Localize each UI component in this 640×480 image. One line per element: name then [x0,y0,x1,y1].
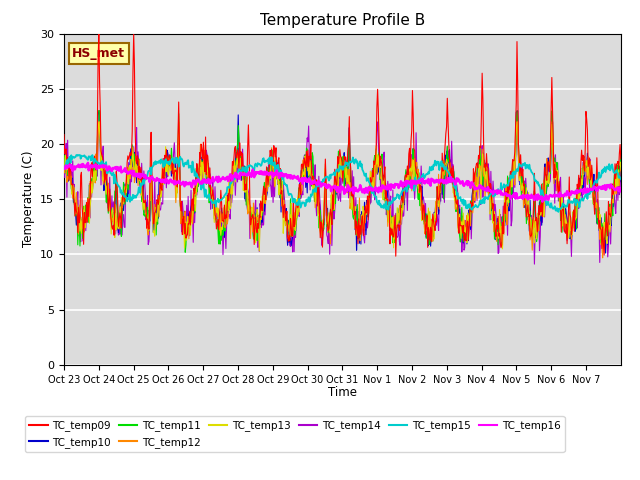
TC_temp15 [554,209,562,215]
TC_temp11 [229,170,237,176]
Line: TC_temp15: TC_temp15 [64,155,621,212]
TC_temp15 [432,160,440,166]
TC_temp10 [277,209,285,215]
Legend: TC_temp09, TC_temp10, TC_temp11, TC_temp12, TC_temp13, TC_temp14, TC_temp15, TC_: TC_temp09, TC_temp10, TC_temp11, TC_temp… [25,416,564,452]
TC_temp12 [432,199,440,204]
TC_temp10 [617,156,625,161]
TC_temp14 [401,197,408,203]
TC_temp12 [599,255,607,261]
TC_temp15 [72,152,80,158]
TC_temp14 [617,167,625,173]
TC_temp11 [60,161,68,167]
TC_temp09 [617,156,625,162]
TC_temp10 [228,170,236,176]
TC_temp12 [401,184,408,190]
TC_temp16 [538,199,546,204]
TC_temp15 [277,167,285,173]
TC_temp15 [60,166,68,172]
TC_temp14 [432,213,440,218]
TC_temp15 [126,199,134,204]
TC_temp09 [433,219,440,225]
TC_temp09 [401,173,409,179]
Line: TC_temp12: TC_temp12 [64,122,621,258]
TC_temp10 [256,211,264,217]
Y-axis label: Temperature (C): Temperature (C) [22,151,35,248]
Line: TC_temp16: TC_temp16 [64,163,621,202]
TC_temp12 [126,176,134,181]
TC_temp11 [278,192,285,197]
TC_temp13 [126,162,134,168]
TC_temp09 [95,31,102,36]
TC_temp12 [256,213,264,218]
TC_temp11 [257,216,264,222]
TC_temp13 [95,119,102,125]
TC_temp09 [277,191,285,197]
TC_temp13 [228,192,236,197]
TC_temp16 [126,168,134,174]
Title: Temperature Profile B: Temperature Profile B [260,13,425,28]
TC_temp12 [277,186,285,192]
TC_temp10 [602,250,609,256]
TC_temp14 [60,161,68,167]
Text: HS_met: HS_met [72,47,125,60]
TC_temp13 [257,207,264,213]
TC_temp10 [401,202,408,207]
TC_temp09 [228,159,236,165]
TC_temp15 [617,176,625,182]
TC_temp16 [60,166,68,171]
Line: TC_temp09: TC_temp09 [64,34,621,256]
TC_temp13 [617,166,625,172]
TC_temp12 [60,168,68,173]
TC_temp13 [401,181,409,187]
TC_temp11 [617,148,625,154]
TC_temp13 [278,193,285,199]
TC_temp16 [84,160,92,166]
TC_temp11 [181,250,189,255]
TC_temp13 [60,165,68,170]
TC_temp11 [94,108,102,114]
TC_temp13 [255,248,263,254]
TC_temp15 [256,161,264,167]
TC_temp15 [228,178,236,183]
TC_temp10 [432,202,440,208]
TC_temp09 [126,149,134,155]
TC_temp16 [256,168,264,174]
TC_temp16 [432,179,440,185]
TC_temp10 [95,108,102,114]
TC_temp11 [401,174,409,180]
TC_temp14 [256,201,264,206]
TC_temp09 [60,132,68,137]
TC_temp10 [60,166,68,172]
Line: TC_temp14: TC_temp14 [64,122,621,264]
TC_temp16 [228,177,236,182]
TC_temp14 [126,196,134,202]
X-axis label: Time: Time [328,386,357,399]
TC_temp16 [277,173,285,179]
Line: TC_temp11: TC_temp11 [64,111,621,252]
TC_temp12 [617,166,625,172]
TC_temp13 [433,196,440,202]
Line: TC_temp10: TC_temp10 [64,111,621,253]
TC_temp16 [401,180,408,186]
TC_temp12 [228,174,236,180]
TC_temp14 [277,184,285,190]
TC_temp14 [531,261,538,267]
TC_temp15 [401,186,408,192]
TC_temp10 [126,159,134,165]
TC_temp14 [228,191,236,196]
TC_temp11 [433,212,440,218]
TC_temp11 [126,164,134,170]
TC_temp14 [95,119,102,125]
TC_temp09 [392,253,399,259]
TC_temp16 [617,186,625,192]
Line: TC_temp13: TC_temp13 [64,122,621,251]
TC_temp12 [95,119,102,125]
TC_temp09 [256,215,264,220]
